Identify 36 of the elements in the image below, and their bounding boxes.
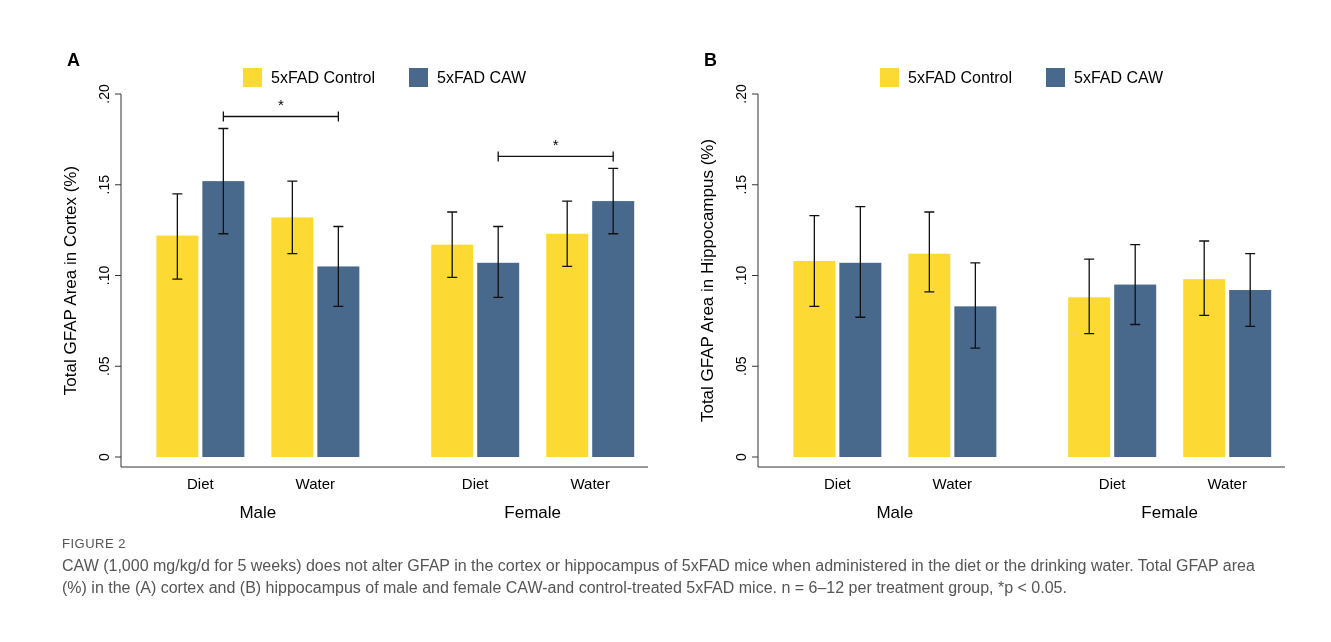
chart-title: A [67, 50, 80, 70]
significance-bracket: * [497, 136, 614, 163]
y-tick-label: .20 [733, 84, 749, 104]
annotation: * [277, 96, 284, 114]
legend-label: 5xFAD CAW [437, 69, 528, 86]
x-tick-label: Water [1207, 475, 1247, 492]
y-tick-label: .15 [96, 174, 112, 195]
chart-title: B [704, 50, 717, 70]
x-tick-label: Diet [824, 475, 852, 492]
y-tick-label: .10 [96, 265, 112, 286]
text: CAW (1,000 mg/kg/d for 5 weeks) does not alter GFAP in the cortex or hippocampus of 5xFAD mice when administered in the diet or the drinking water. Total GFAP area (%) in the (A) cortex and (B) hippocampus of male and female CAW-and control-treated 5xFAD mice. n = 6–12 per treatment group, *p < 0.05. [62, 556, 1256, 598]
caption: FIGURE 2 [62, 536, 127, 551]
x-tick-label: Diet [1098, 475, 1127, 492]
y-axis-title: Total GFAP Area in Hippocampus (%) [698, 138, 717, 423]
x-tick-label: Diet [461, 475, 490, 492]
legend-label: 5xFAD CAW [1074, 69, 1165, 86]
y-tick-label: 0 [96, 452, 112, 461]
significance-bracket: * [222, 96, 339, 123]
y-tick-label: 0 [733, 452, 749, 461]
text: Male [239, 503, 277, 522]
legend-label: 5xFAD Control [908, 69, 1013, 86]
text: Female [504, 503, 562, 522]
text: Male [876, 503, 914, 522]
x-tick-label: Diet [187, 475, 215, 492]
legend-label: 5xFAD Control [271, 69, 376, 86]
y-tick-label: .15 [733, 174, 749, 195]
y-tick-label: .20 [96, 84, 112, 104]
y-tick-label: .05 [733, 356, 749, 376]
y-tick-label: .10 [733, 265, 749, 286]
annotation: * [552, 136, 559, 154]
x-tick-label: Water [932, 475, 973, 492]
text: Female [1141, 503, 1199, 522]
x-tick-label: Water [295, 475, 336, 492]
y-tick-label: .05 [96, 356, 112, 376]
x-tick-label: Water [570, 475, 610, 492]
y-axis-title: Total GFAP Area in Cortex (%) [61, 165, 80, 396]
